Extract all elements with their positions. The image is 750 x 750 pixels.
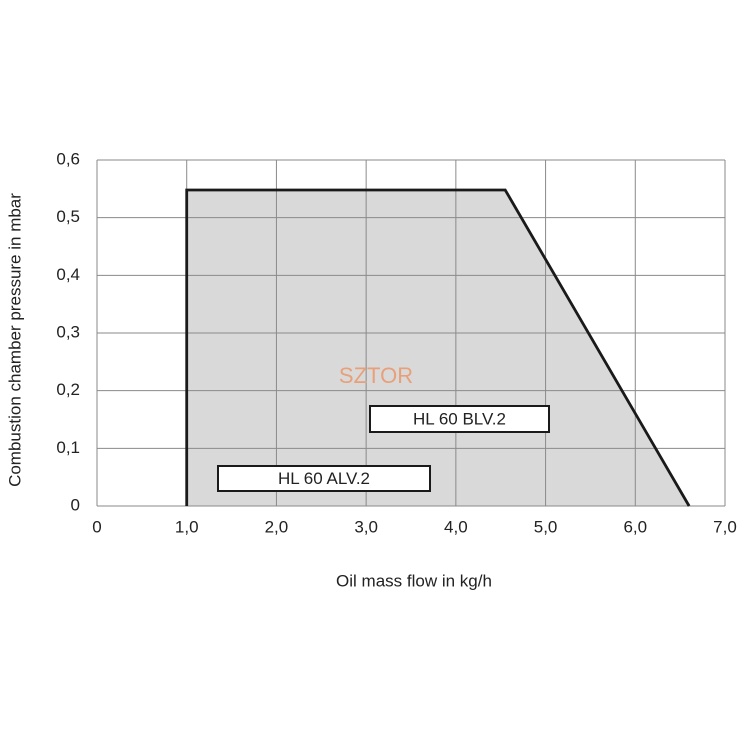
x-tick-label: 4,0 xyxy=(444,517,468,536)
area xyxy=(186,189,690,506)
y-tick-label: 0,3 xyxy=(56,322,80,341)
x-tick-label: 1,0 xyxy=(175,517,199,536)
label-box xyxy=(217,465,431,492)
x-tick-label: 3,0 xyxy=(354,517,378,536)
label-box xyxy=(369,405,550,433)
y-tick-label: 0,2 xyxy=(56,380,80,399)
y-axis-title: Combustion chamber pressure in mbar xyxy=(5,193,24,487)
y-tick-label: 0,5 xyxy=(56,207,80,226)
y-tick-label: 0 xyxy=(71,495,80,514)
y-tick-label: 0,1 xyxy=(56,438,80,457)
x-tick-label: 2,0 xyxy=(265,517,289,536)
x-axis-title: Oil mass flow in kg/h xyxy=(336,571,492,590)
annotation: HL 60 ALV.2 xyxy=(278,469,370,488)
area-outline xyxy=(185,188,691,507)
y-tick-label: 0,6 xyxy=(56,149,80,168)
x-tick-label: 0 xyxy=(92,517,101,536)
x-tick-label: 6,0 xyxy=(623,517,647,536)
watermark: SZTOR xyxy=(339,363,413,388)
x-tick-label: 5,0 xyxy=(534,517,558,536)
x-tick-label: 7,0 xyxy=(713,517,737,536)
annotation: HL 60 BLV.2 xyxy=(413,409,506,428)
y-tick-label: 0,4 xyxy=(56,265,80,284)
